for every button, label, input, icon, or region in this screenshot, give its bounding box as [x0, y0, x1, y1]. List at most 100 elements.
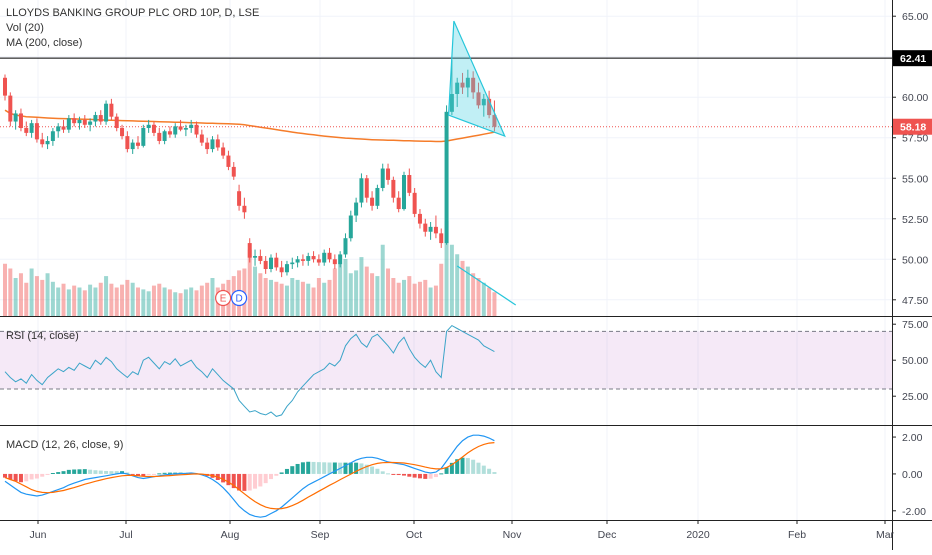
candle-body-5 — [29, 123, 34, 133]
volume-bar-68 — [364, 266, 369, 316]
volume-bar-34 — [183, 289, 188, 316]
chart-title: LLOYDS BANKING GROUP PLC ORD 10P, D, LSE — [6, 7, 260, 19]
candle-82 — [439, 228, 444, 248]
volume-bar-91 — [487, 287, 492, 316]
candle-body-54 — [290, 262, 295, 265]
macd-hist-11 — [61, 471, 66, 474]
candle-28 — [151, 121, 156, 137]
volume-bar-31 — [167, 289, 172, 316]
volume-bar-15 — [82, 290, 87, 316]
candle-66 — [354, 197, 359, 223]
macd-line — [4, 434, 495, 518]
candle-body-37 — [199, 134, 204, 143]
volume-bar-33 — [178, 293, 183, 316]
volume-bar-89 — [476, 278, 481, 316]
volume-bar-27 — [146, 291, 151, 316]
candle-body-27 — [146, 124, 151, 129]
volume-bar-53 — [284, 285, 289, 316]
candle-86 — [460, 72, 465, 94]
volume-bar-28 — [151, 285, 156, 316]
candle-70 — [375, 184, 380, 210]
candle-body-62 — [332, 259, 337, 265]
volume-bar-38 — [205, 282, 210, 316]
volume-bar-20 — [109, 283, 114, 316]
candle-body-65 — [348, 215, 353, 239]
candle-53 — [284, 260, 289, 276]
macd-hist-16 — [88, 469, 93, 474]
macd-hist-29 — [157, 473, 162, 475]
macd-hist-68 — [364, 464, 369, 474]
macd-hist-88 — [471, 459, 476, 474]
macd-hist-13 — [72, 469, 77, 474]
candle-71 — [380, 163, 385, 192]
macd-hist-57 — [306, 461, 311, 474]
candle-79 — [423, 218, 428, 237]
candle-body-76 — [407, 175, 412, 193]
candle-body-36 — [194, 124, 199, 135]
macd-hist-59 — [316, 462, 321, 474]
candle-body-15 — [82, 119, 87, 125]
candle-23 — [125, 131, 130, 153]
candle-9 — [50, 128, 55, 146]
candle-body-50 — [269, 257, 273, 270]
macd-hist-43 — [231, 473, 236, 489]
macd-hist-82 — [439, 473, 444, 475]
candle-body-8 — [45, 140, 50, 145]
price-tick-4: 55.00 — [902, 173, 928, 185]
x-tick-1: Jul — [119, 529, 132, 541]
badge-circle-1 — [230, 289, 248, 307]
candle-19 — [104, 100, 109, 125]
candle-body-81 — [433, 226, 438, 234]
signal-line — [4, 442, 495, 510]
macd-hist-53 — [284, 468, 289, 474]
macd-hist-72 — [386, 473, 391, 475]
volume-bar-24 — [130, 282, 135, 316]
volume-bar-39 — [210, 278, 215, 316]
candle-75 — [402, 171, 406, 211]
volume-bar-50 — [269, 279, 273, 316]
volume-bar-75 — [402, 279, 406, 316]
triangle-pattern — [447, 20, 506, 138]
last-price-label-bg — [893, 118, 932, 135]
candle-body-10 — [56, 126, 61, 132]
candle-8 — [45, 136, 50, 150]
macd-hist-89 — [476, 462, 481, 474]
volume-bar-66 — [354, 270, 359, 316]
macd-hist-1 — [8, 473, 13, 480]
candle-52 — [279, 260, 284, 278]
candle-5 — [29, 119, 34, 138]
volume-bar-76 — [407, 276, 412, 316]
volume-bar-62 — [332, 268, 337, 316]
candle-body-29 — [157, 132, 162, 141]
candle-55 — [295, 256, 300, 268]
volume-bar-92 — [492, 292, 497, 316]
macd-hist-2 — [13, 473, 18, 482]
price-tick-6: 50.00 — [902, 254, 928, 266]
candle-26 — [141, 124, 146, 148]
candle-body-83 — [444, 111, 449, 244]
candle-body-57 — [306, 256, 311, 261]
candle-body-90 — [481, 98, 486, 106]
candle-27 — [146, 119, 151, 133]
volume-bar-10 — [56, 287, 61, 316]
candle-60 — [322, 249, 327, 266]
candle-body-16 — [88, 121, 93, 125]
candle-body-13 — [72, 118, 77, 124]
price-tick-2: 60.00 — [902, 92, 928, 104]
x-tick-6: Dec — [598, 529, 617, 541]
volume-bar-7 — [40, 279, 45, 316]
volume-bar-37 — [199, 285, 204, 316]
candle-body-42 — [226, 155, 231, 167]
ma200-line — [4, 109, 495, 143]
ma-line — [4, 109, 495, 143]
macd-hist-85 — [455, 459, 460, 474]
macd-hist-44 — [237, 473, 242, 491]
candle-44 — [237, 184, 242, 211]
main-legend: LLOYDS BANKING GROUP PLC ORD 10P, D, LSE… — [6, 6, 259, 51]
volume-bar-29 — [157, 283, 162, 316]
candle-39 — [210, 136, 215, 153]
x-tick-0: Jun — [30, 529, 47, 541]
volume-bar-73 — [391, 278, 396, 316]
macd-hist-62 — [332, 462, 337, 474]
